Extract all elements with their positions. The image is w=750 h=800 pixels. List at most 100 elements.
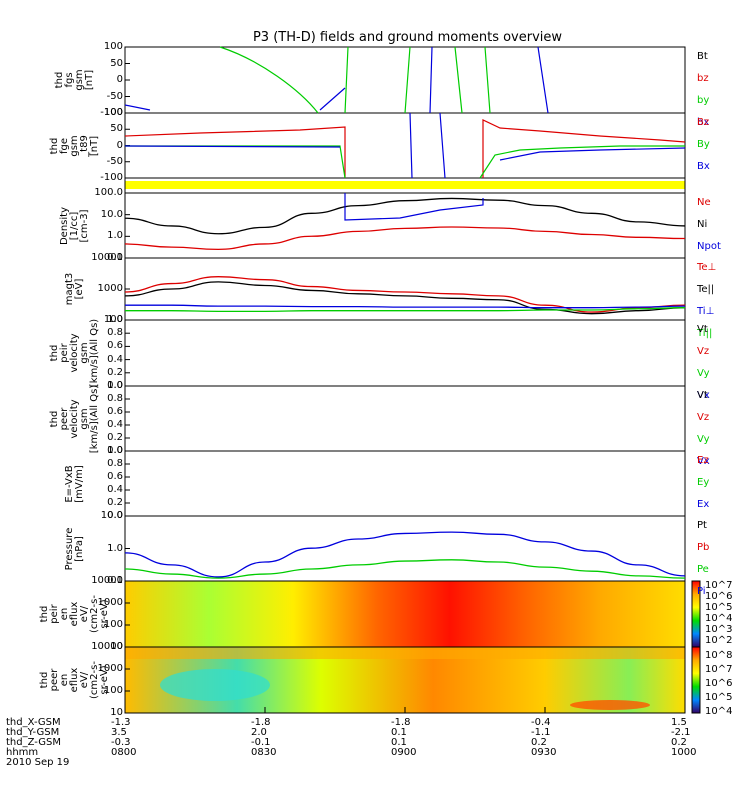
ytick-peir_spec-2: 100 <box>103 619 123 630</box>
footer-value-0-1: -1.8 <box>251 717 271 728</box>
ytick-peer_vel-3: 0.4 <box>107 419 123 430</box>
series-fge-by <box>125 145 685 179</box>
panel-frame-efield <box>124 450 686 517</box>
footer-value-2-2: 0.1 <box>391 737 407 748</box>
ytick-peir_spec-0: 10000 <box>91 575 123 586</box>
ytick-peer_vel-4: 0.2 <box>107 432 123 443</box>
legend-pressure-2: Pe <box>697 564 709 575</box>
colorbar-peer <box>691 646 701 714</box>
ytick-peir_vel-0: 1.0 <box>107 314 123 325</box>
legend-peer_vel-0: Vt <box>697 390 708 401</box>
chart-title: P3 (TH-D) fields and ground moments over… <box>252 30 563 45</box>
ytick-temp-2: 100 <box>103 314 123 325</box>
ytick-efield-2: 0.6 <box>107 471 123 482</box>
footer-date: 2010 Sep 19 <box>6 757 70 768</box>
footer-label-1: thd_Y-GSM <box>6 727 60 738</box>
legend-density-1: Ni <box>697 219 708 230</box>
colorbar-peir-tick-3: 10^4 <box>705 613 733 624</box>
legend-fgs-2: by <box>697 95 710 106</box>
series-fgs-by <box>219 46 319 114</box>
ytick-density-1: 10.0 <box>100 208 123 220</box>
ytick-peer_vel-1: 0.8 <box>107 393 123 404</box>
footer-label-2: thd_Z-GSM <box>6 737 61 748</box>
ytick-peer_spec-0: 10000 <box>91 641 123 652</box>
series-Npot <box>344 193 484 221</box>
footer-value-3-4: 1000 <box>671 747 697 758</box>
ytick-efield-5: 0.0 <box>107 510 123 521</box>
legend-peer_vel-1: Vz <box>697 412 710 423</box>
legend-temp-1: Te|| <box>697 284 715 295</box>
panel-label-efield: E=-VxB [mV/m] <box>64 464 85 503</box>
series-Ne <box>124 226 686 251</box>
footer-value-0-4: 1.5 <box>671 717 687 728</box>
ytick-temp-1: 1000 <box>97 283 123 294</box>
ytick-fge-3: -50 <box>106 155 123 167</box>
legend-peir_vel-1: Vz <box>697 346 710 357</box>
ytick-density-0: 100.0 <box>94 187 123 198</box>
ytick-pressure-1: 1.0 <box>107 542 123 554</box>
footer-value-1-0: 3.5 <box>111 727 127 738</box>
series-fgs-by-jumps <box>344 46 491 114</box>
spectrogram-peer-hot-band <box>570 700 650 710</box>
ytick-fgs-1: 50 <box>110 57 123 69</box>
colorbar-peer-tick-0: 10^8 <box>705 650 733 661</box>
legend-pressure-3: Pi <box>697 586 706 597</box>
legend-fgs-1: bz <box>697 73 709 84</box>
ytick-efield-3: 0.4 <box>107 484 123 495</box>
footer-label-0: thd_X-GSM <box>6 717 61 728</box>
ytick-fge-1: 50 <box>110 123 123 135</box>
footer-value-1-4: -2.1 <box>671 727 691 738</box>
spectrogram-peer-cold-region <box>160 669 270 701</box>
footer-value-1-1: 2.0 <box>251 727 267 738</box>
legend-fge-2: Bx <box>697 161 710 172</box>
footer-value-3-3: 0930 <box>531 747 557 758</box>
ytick-efield-1: 0.8 <box>107 458 123 469</box>
ytick-fgs-3: -50 <box>106 90 123 102</box>
colorbar-peir-tick-0: 10^7 <box>705 580 733 591</box>
legend-temp-3: Ti|| <box>697 328 713 339</box>
legend-density-0: Ne <box>697 197 711 208</box>
legend-temp-2: Ti⊥ <box>697 306 715 317</box>
series-fge-bx <box>124 112 686 179</box>
ytick-efield-4: 0.2 <box>107 497 123 508</box>
ytick-density-3: 0.1 <box>107 252 123 263</box>
footer-value-0-3: -0.4 <box>531 717 551 728</box>
ytick-temp-0: 10000 <box>91 252 123 263</box>
footer-value-3-0: 0800 <box>111 747 137 758</box>
legend-fge-0: Bz <box>697 117 710 128</box>
legend-fgs-0: Bt <box>697 51 708 62</box>
colorbar-peer-tick-3: 10^5 <box>705 692 733 703</box>
ytick-peir_spec-3: 10 <box>110 641 123 652</box>
ytick-fgs-4: -100 <box>100 107 123 118</box>
ytick-peer_vel-0: 1.0 <box>107 380 123 391</box>
spectrogram-peer-top-band <box>125 647 685 659</box>
series-fgs-bx <box>124 87 346 111</box>
ytick-efield-0: 1.0 <box>107 445 123 456</box>
legend-peir_vel-0: Vt <box>697 324 708 335</box>
ytick-peir_vel-1: 0.8 <box>107 327 123 339</box>
colorbar-peer-tick-2: 10^6 <box>705 678 733 689</box>
legend-efield-2: Ex <box>697 499 710 510</box>
legend-peir_vel-2: Vy <box>697 368 710 379</box>
footer-label-3: hhmm <box>6 747 39 758</box>
legend-density-2: Npot <box>697 241 721 252</box>
series-Ti-par <box>124 307 686 313</box>
legend-fge-1: By <box>697 139 710 150</box>
legend-peer_vel-3: Vx <box>697 456 710 467</box>
legend-efield-0: Ez <box>697 455 709 466</box>
footer-value-3-1: 0830 <box>251 747 277 758</box>
series-Te-perp <box>124 276 686 313</box>
footer-value-0-2: -1.8 <box>391 717 411 728</box>
legend-efield-1: Ey <box>697 477 710 488</box>
ytick-density-2: 1.0 <box>107 230 123 242</box>
ytick-peir_vel-4: 0.2 <box>107 366 123 378</box>
ytick-fge-2: 0 <box>116 139 123 151</box>
legend-temp-0: Te⊥ <box>697 262 717 273</box>
footer-value-0-0: -1.3 <box>111 717 131 728</box>
ytick-peer_vel-5: 0.0 <box>107 445 123 456</box>
series-Pe <box>124 559 686 579</box>
series-Pi <box>124 531 686 578</box>
ytick-peer_vel-2: 0.6 <box>107 406 123 417</box>
panel-frame-peir_vel <box>124 319 686 387</box>
footer-value-2-3: 0.2 <box>531 737 547 748</box>
